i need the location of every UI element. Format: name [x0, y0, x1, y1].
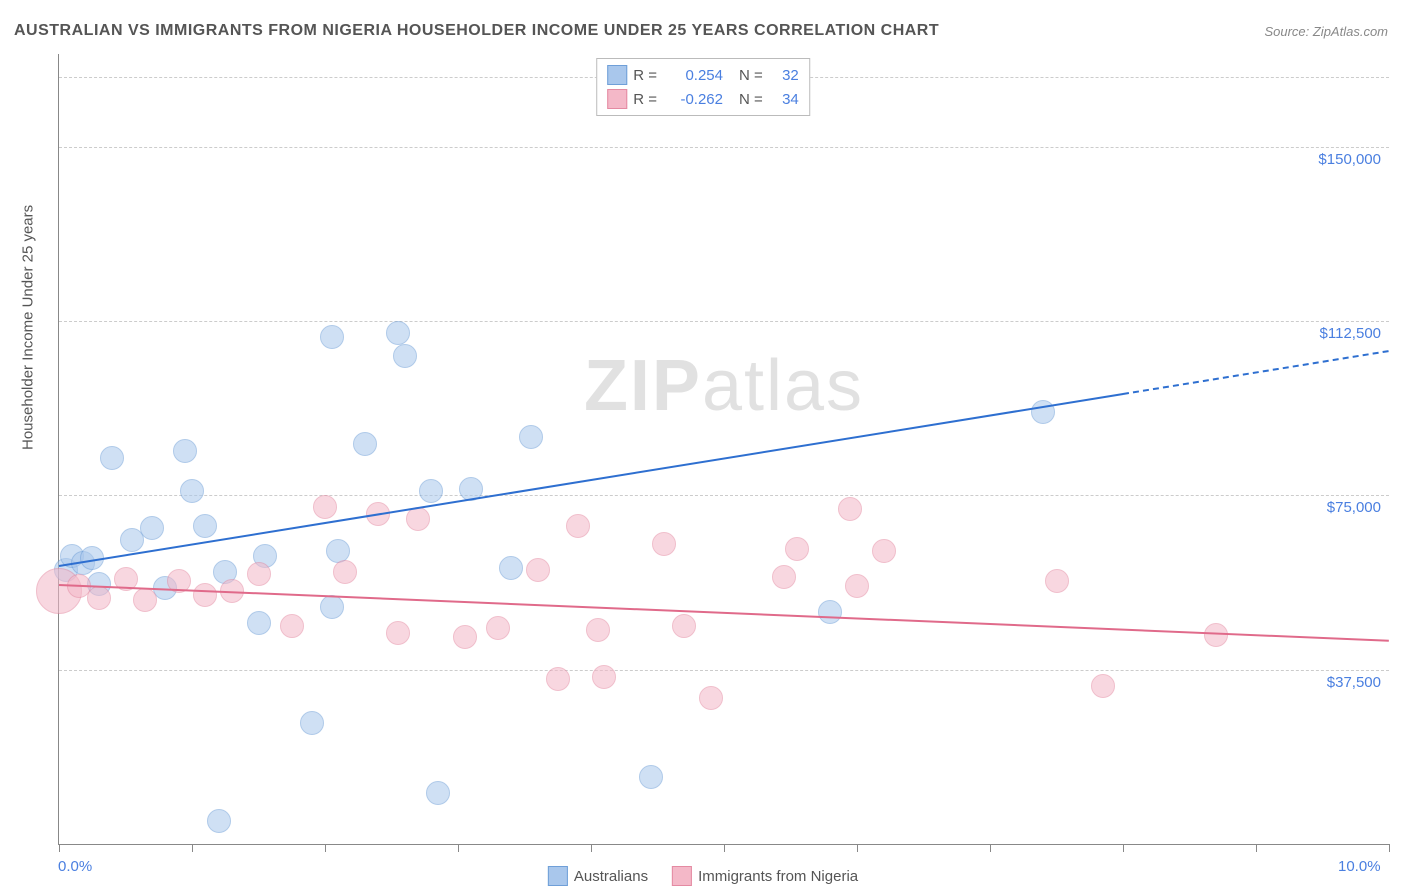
legend-correlation-row: R = -0.262 N = 34 [607, 87, 799, 111]
legend-series: Australians Immigrants from Nigeria [548, 866, 858, 886]
scatter-point-nig [87, 586, 111, 610]
scatter-point-nig [313, 495, 337, 519]
x-tick [857, 844, 858, 852]
scatter-point-aus [300, 711, 324, 735]
trendline-aus [59, 393, 1123, 567]
scatter-point-aus [173, 439, 197, 463]
x-tick [458, 844, 459, 852]
scatter-point-aus [519, 425, 543, 449]
x-tick [591, 844, 592, 852]
scatter-point-nig [1091, 674, 1115, 698]
y-tick-label: $150,000 [1318, 151, 1381, 168]
gridline [59, 147, 1389, 148]
x-tick [990, 844, 991, 852]
scatter-point-nig [699, 686, 723, 710]
legend-series-label: Immigrants from Nigeria [698, 868, 858, 885]
scatter-point-nig [453, 625, 477, 649]
x-tick [59, 844, 60, 852]
scatter-point-nig [586, 618, 610, 642]
x-tick [192, 844, 193, 852]
scatter-point-nig [133, 588, 157, 612]
legend-n-value: 34 [769, 91, 799, 108]
scatter-point-aus [499, 556, 523, 580]
legend-r-label: R = [633, 67, 657, 84]
x-tick-label: 10.0% [1338, 858, 1381, 875]
scatter-point-nig [546, 667, 570, 691]
watermark-bold: ZIP [584, 346, 702, 426]
scatter-point-aus [247, 611, 271, 635]
legend-swatch [548, 866, 568, 886]
scatter-point-nig [652, 532, 676, 556]
chart-title: AUSTRALIAN VS IMMIGRANTS FROM NIGERIA HO… [14, 22, 939, 40]
x-tick [1256, 844, 1257, 852]
scatter-point-aus [180, 479, 204, 503]
scatter-point-nig [838, 497, 862, 521]
scatter-point-nig [333, 560, 357, 584]
legend-n-value: 32 [769, 67, 799, 84]
x-tick [325, 844, 326, 852]
scatter-point-aus [393, 344, 417, 368]
y-tick-label: $112,500 [1320, 325, 1381, 342]
scatter-point-nig [247, 562, 271, 586]
scatter-point-aus [419, 479, 443, 503]
scatter-point-aus [100, 446, 124, 470]
scatter-point-aus [386, 321, 410, 345]
y-axis-title: Householder Income Under 25 years [20, 205, 37, 450]
y-tick-label: $75,000 [1327, 499, 1381, 516]
scatter-point-nig [672, 614, 696, 638]
legend-correlation: R = 0.254 N = 32 R = -0.262 N = 34 [596, 58, 810, 116]
scatter-point-aus [320, 325, 344, 349]
x-tick [724, 844, 725, 852]
legend-swatch [607, 89, 627, 109]
x-tick [1389, 844, 1390, 852]
plot-area: ZIPatlas $37,500 $75,000 $112,500 $150,000 [58, 54, 1389, 845]
scatter-point-nig [785, 537, 809, 561]
legend-n-label: N = [739, 91, 763, 108]
legend-r-value: -0.262 [663, 91, 723, 108]
watermark-thin: atlas [702, 346, 864, 426]
legend-r-value: 0.254 [663, 67, 723, 84]
scatter-point-nig [280, 614, 304, 638]
scatter-point-nig [772, 565, 796, 589]
scatter-point-nig [526, 558, 550, 582]
scatter-point-nig [566, 514, 590, 538]
scatter-point-aus [426, 781, 450, 805]
x-tick-label: 0.0% [58, 858, 92, 875]
scatter-point-nig [193, 583, 217, 607]
legend-correlation-row: R = 0.254 N = 32 [607, 63, 799, 87]
legend-series-label: Australians [574, 868, 648, 885]
scatter-point-aus [639, 765, 663, 789]
scatter-point-nig [386, 621, 410, 645]
scatter-point-nig [845, 574, 869, 598]
scatter-point-aus [818, 600, 842, 624]
x-tick [1123, 844, 1124, 852]
gridline [59, 670, 1389, 671]
watermark: ZIPatlas [584, 345, 864, 427]
scatter-point-aus [193, 514, 217, 538]
scatter-point-nig [592, 665, 616, 689]
legend-swatch [672, 866, 692, 886]
trendline-extension-aus [1123, 350, 1389, 395]
legend-n-label: N = [739, 67, 763, 84]
scatter-point-nig [1045, 569, 1069, 593]
scatter-point-aus [207, 809, 231, 833]
legend-series-item: Immigrants from Nigeria [672, 866, 858, 886]
scatter-point-aus [353, 432, 377, 456]
chart-source: Source: ZipAtlas.com [1264, 24, 1388, 39]
legend-r-label: R = [633, 91, 657, 108]
legend-series-item: Australians [548, 866, 648, 886]
gridline [59, 495, 1389, 496]
gridline [59, 321, 1389, 322]
scatter-point-aus [140, 516, 164, 540]
scatter-point-nig [872, 539, 896, 563]
legend-swatch [607, 65, 627, 85]
scatter-point-aus [1031, 400, 1055, 424]
y-tick-label: $37,500 [1327, 674, 1381, 691]
scatter-point-nig [486, 616, 510, 640]
scatter-point-aus [320, 595, 344, 619]
